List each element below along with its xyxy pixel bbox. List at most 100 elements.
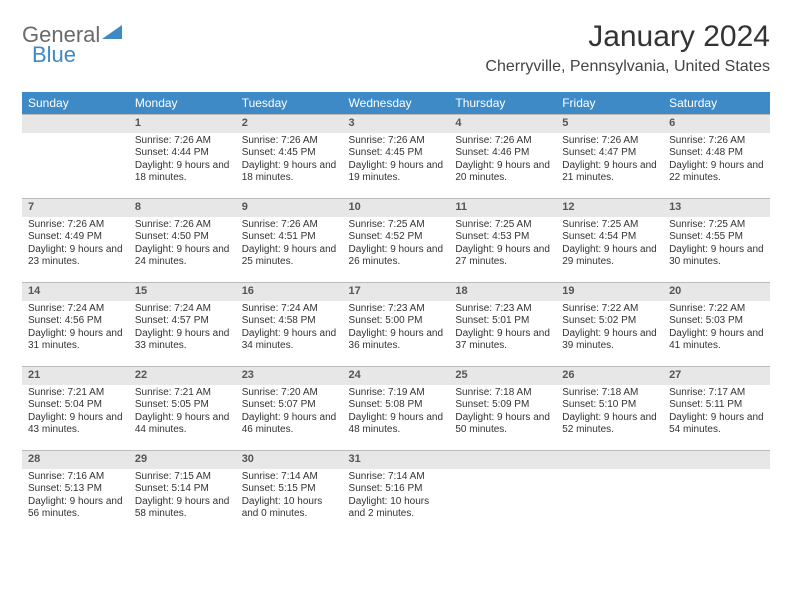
sunset-text: Sunset: 5:05 PM [135,399,230,412]
logo-triangle-icon [102,25,122,41]
day-info: Sunrise: 7:22 AMSunset: 5:02 PMDaylight:… [556,301,663,359]
sunrise-text: Sunrise: 7:26 AM [135,219,230,232]
calendar-week-row: 21Sunrise: 7:21 AMSunset: 5:04 PMDayligh… [22,366,770,450]
day-info: Sunrise: 7:26 AMSunset: 4:51 PMDaylight:… [236,217,343,275]
daylight-text: Daylight: 9 hours and 29 minutes. [562,244,657,269]
daylight-text: Daylight: 9 hours and 52 minutes. [562,412,657,437]
day-info: Sunrise: 7:26 AMSunset: 4:48 PMDaylight:… [663,133,770,191]
sunset-text: Sunset: 5:14 PM [135,483,230,496]
calendar-cell: 6Sunrise: 7:26 AMSunset: 4:48 PMDaylight… [663,114,770,198]
day-number: 29 [129,450,236,469]
day-number: 10 [343,198,450,217]
sunrise-text: Sunrise: 7:26 AM [242,135,337,148]
calendar-cell [663,450,770,534]
calendar-cell: 31Sunrise: 7:14 AMSunset: 5:16 PMDayligh… [343,450,450,534]
calendar-cell: 18Sunrise: 7:23 AMSunset: 5:01 PMDayligh… [449,282,556,366]
day-info: Sunrise: 7:25 AMSunset: 4:53 PMDaylight:… [449,217,556,275]
sunrise-text: Sunrise: 7:21 AM [135,387,230,400]
day-number: 25 [449,366,556,385]
sunset-text: Sunset: 4:55 PM [669,231,764,244]
sunset-text: Sunset: 5:15 PM [242,483,337,496]
day-info: Sunrise: 7:26 AMSunset: 4:45 PMDaylight:… [343,133,450,191]
daylight-text: Daylight: 9 hours and 18 minutes. [242,160,337,185]
day-info: Sunrise: 7:21 AMSunset: 5:04 PMDaylight:… [22,385,129,443]
day-info: Sunrise: 7:14 AMSunset: 5:15 PMDaylight:… [236,469,343,527]
sunset-text: Sunset: 5:08 PM [349,399,444,412]
day-info: Sunrise: 7:24 AMSunset: 4:58 PMDaylight:… [236,301,343,359]
calendar-cell [556,450,663,534]
calendar-cell: 1Sunrise: 7:26 AMSunset: 4:44 PMDaylight… [129,114,236,198]
day-number: 14 [22,282,129,301]
sunset-text: Sunset: 5:04 PM [28,399,123,412]
calendar-week-row: 28Sunrise: 7:16 AMSunset: 5:13 PMDayligh… [22,450,770,534]
calendar-cell: 23Sunrise: 7:20 AMSunset: 5:07 PMDayligh… [236,366,343,450]
day-info: Sunrise: 7:20 AMSunset: 5:07 PMDaylight:… [236,385,343,443]
sunset-text: Sunset: 5:11 PM [669,399,764,412]
sunset-text: Sunset: 4:53 PM [455,231,550,244]
day-info: Sunrise: 7:24 AMSunset: 4:56 PMDaylight:… [22,301,129,359]
sunrise-text: Sunrise: 7:26 AM [242,219,337,232]
sunrise-text: Sunrise: 7:18 AM [562,387,657,400]
calendar-cell: 24 Sunrise: 7:19 AMSunset: 5:08 PMDayligh… [343,366,450,450]
sunrise-text: Sunrise: 7:25 AM [669,219,764,232]
calendar-cell: 2Sunrise: 7:26 AMSunset: 4:45 PMDaylight… [236,114,343,198]
sunset-text: Sunset: 4:57 PM [135,315,230,328]
day-info: Sunrise: 7:26 AMSunset: 4:45 PMDaylight:… [236,133,343,191]
page-title: January 2024 [485,20,770,54]
sunrise-text: Sunrise: 7:26 AM [669,135,764,148]
calendar-cell: 7Sunrise: 7:26 AMSunset: 4:49 PMDaylight… [22,198,129,282]
day-number: 9 [236,198,343,217]
sunrise-text: Sunrise: 7:25 AM [349,219,444,232]
day-info: Sunrise: 7:25 AMSunset: 4:52 PMDaylight:… [343,217,450,275]
sunrise-text: Sunrise: 7:17 AM [669,387,764,400]
day-number: 31 [343,450,450,469]
day-info: Sunrise: 7:26 AMSunset: 4:44 PMDaylight:… [129,133,236,191]
sunset-text: Sunset: 4:56 PM [28,315,123,328]
daylight-text: Daylight: 9 hours and 22 minutes. [669,160,764,185]
day-info: Sunrise: 7:15 AMSunset: 5:14 PMDaylight:… [129,469,236,527]
day-number: 26 [556,366,663,385]
calendar-cell: 29Sunrise: 7:15 AMSunset: 5:14 PMDayligh… [129,450,236,534]
calendar-cell: 27Sunrise: 7:17 AMSunset: 5:11 PMDayligh… [663,366,770,450]
day-number: 4 [449,114,556,133]
calendar-cell: 9Sunrise: 7:26 AMSunset: 4:51 PMDaylight… [236,198,343,282]
day-number: 27 [663,366,770,385]
day-number-empty [556,450,663,469]
sunset-text: Sunset: 4:45 PM [242,147,337,160]
calendar-cell: 15Sunrise: 7:24 AMSunset: 4:57 PMDayligh… [129,282,236,366]
calendar-cell: 13Sunrise: 7:25 AMSunset: 4:55 PMDayligh… [663,198,770,282]
sunset-text: Sunset: 4:52 PM [349,231,444,244]
day-info: Sunrise: 7:23 AMSunset: 5:01 PMDaylight:… [449,301,556,359]
daylight-text: Daylight: 10 hours and 0 minutes. [242,496,337,521]
day-info: Sunrise: 7:16 AMSunset: 5:13 PMDaylight:… [22,469,129,527]
daylight-text: Daylight: 9 hours and 36 minutes. [349,328,444,353]
day-number: 5 [556,114,663,133]
day-info: Sunrise: 7:18 AMSunset: 5:09 PMDaylight:… [449,385,556,443]
day-number: 1 [129,114,236,133]
sunset-text: Sunset: 5:07 PM [242,399,337,412]
sunrise-text: Sunrise: 7:25 AM [562,219,657,232]
day-number: 16 [236,282,343,301]
calendar-cell: 5Sunrise: 7:26 AMSunset: 4:47 PMDaylight… [556,114,663,198]
sunset-text: Sunset: 4:51 PM [242,231,337,244]
sunset-text: Sunset: 4:49 PM [28,231,123,244]
sunrise-text: Sunrise: 7:26 AM [455,135,550,148]
day-number: 24 [343,366,450,385]
sunrise-text: Sunrise: 7:24 AM [135,303,230,316]
calendar-cell [449,450,556,534]
sunrise-text: Sunrise: 7:19 AM [349,387,444,400]
daylight-text: Daylight: 9 hours and 23 minutes. [28,244,123,269]
day-header: Thursday [449,92,556,114]
sunset-text: Sunset: 5:00 PM [349,315,444,328]
day-number: 15 [129,282,236,301]
header: January 2024 Cherryville, Pennsylvania, … [485,20,770,76]
daylight-text: Daylight: 9 hours and 48 minutes. [349,412,444,437]
day-header: Tuesday [236,92,343,114]
sunset-text: Sunset: 5:10 PM [562,399,657,412]
sunrise-text: Sunrise: 7:26 AM [135,135,230,148]
sunset-text: Sunset: 5:02 PM [562,315,657,328]
sunrise-text: Sunrise: 7:23 AM [349,303,444,316]
sunset-text: Sunset: 5:16 PM [349,483,444,496]
sunrise-text: Sunrise: 7:14 AM [242,471,337,484]
day-number: 21 [22,366,129,385]
